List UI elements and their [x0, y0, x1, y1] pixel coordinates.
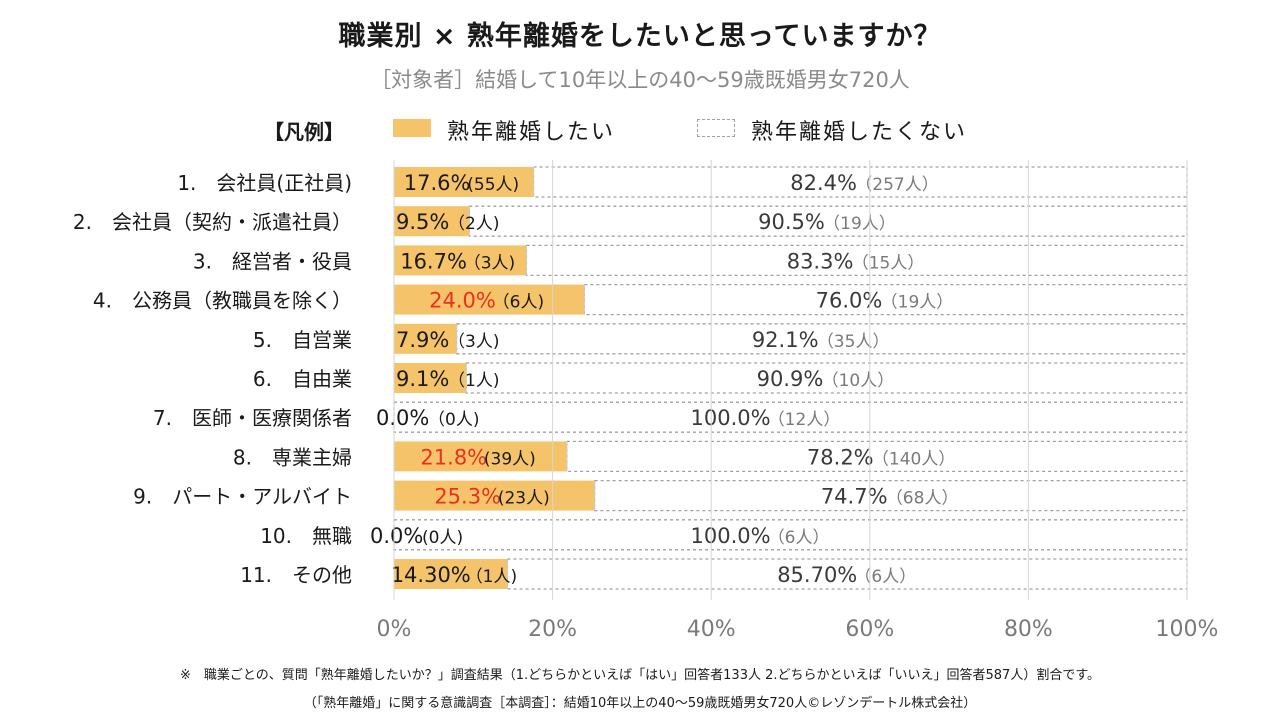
count-label-yes: （1人)	[448, 371, 499, 391]
data-label-yes: 14.30%	[391, 563, 471, 587]
legend-swatch-yes	[393, 119, 431, 137]
count-label-yes: （3人)	[464, 253, 515, 273]
legend-label-no: 熟年離婚したくない	[751, 120, 968, 145]
count-label-yes: （3人)	[448, 332, 499, 352]
x-tick-label: 0%	[377, 617, 412, 642]
count-label-no: （140人）	[872, 449, 955, 469]
category-label: 4. 公務員（教職員を除く）	[93, 289, 352, 313]
bar-no	[468, 205, 1188, 237]
bar-yes	[394, 441, 567, 472]
data-label-no: 90.5%	[758, 210, 825, 234]
category-label: 5. 自営業	[253, 328, 352, 352]
category-label: 10. 無職	[260, 524, 352, 548]
bar-no	[566, 440, 1188, 473]
bar-no	[593, 479, 1188, 512]
data-label-no: 74.7%	[821, 485, 888, 509]
data-label-no: 90.9%	[757, 367, 824, 391]
data-label-yes: 9.1%	[396, 367, 449, 391]
category-label: 6. 自由業	[253, 367, 352, 391]
category-label: 7. 医師・医療関係者	[153, 406, 352, 430]
count-label-yes: (23人)	[498, 489, 550, 509]
bar-yes	[394, 206, 470, 237]
count-label-yes: （2人)	[448, 214, 499, 234]
data-label-no: 78.2%	[807, 445, 874, 469]
chart-subtitle: ［対象者］結婚して10年以上の40〜59歳既婚男女720人	[370, 68, 910, 92]
count-label-no: （6人）	[768, 528, 830, 548]
legend-title: 【凡例】	[264, 120, 344, 144]
data-label-no: 83.3%	[787, 249, 854, 273]
category-label: 8. 専業主婦	[233, 445, 352, 469]
data-label-no: 100.0%	[691, 406, 771, 430]
count-label-no: （35人）	[817, 332, 890, 352]
count-label-yes: (55人)	[467, 175, 519, 195]
category-label: 1. 会社員(正社員)	[177, 171, 352, 195]
data-label-no: 82.4%	[790, 171, 857, 195]
data-label-yes: 17.6%	[404, 171, 471, 195]
count-label-yes: (39人)	[484, 449, 536, 469]
data-label-yes: 24.0%	[429, 289, 496, 313]
category-label: 3. 経営者・役員	[193, 249, 352, 273]
count-label-yes: （1人)	[466, 567, 517, 587]
data-label-yes: 9.5%	[396, 210, 449, 234]
category-label: 2. 会社員（契約・派遣社員）	[73, 210, 352, 234]
bar-no	[393, 401, 1188, 433]
count-label-no: （19人）	[823, 214, 896, 234]
data-label-yes: 21.8%	[420, 445, 487, 469]
bar-no	[393, 519, 1188, 551]
x-tick-label: 100%	[1156, 617, 1219, 642]
x-tick-label: 40%	[687, 617, 736, 642]
category-label: 9. パート・アルバイト	[133, 485, 352, 509]
count-label-yes: (0人)	[422, 528, 463, 548]
bar-yes	[394, 245, 527, 276]
footnote: ※ 職業ごとの、質問「熟年離婚したいか？」調査結果（1.どちらかといえば「はい」…	[179, 668, 1101, 683]
data-label-yes: 7.9%	[396, 328, 449, 352]
bar-yes	[394, 559, 508, 589]
bar-yes	[394, 480, 595, 511]
legend-label-yes: 熟年離婚したい	[447, 120, 616, 145]
source-note: （「熟年離婚」に関する意識調査［本調査］：結婚10年以上の40〜59歳既婚男女7…	[303, 696, 977, 711]
data-label-yes: 25.3%	[434, 485, 501, 509]
count-label-no: （257人）	[855, 175, 938, 195]
data-label-yes: 16.7%	[400, 249, 467, 273]
count-label-no: （19人）	[881, 293, 954, 313]
data-label-yes: 0.0%	[370, 524, 423, 548]
bar-yes	[394, 323, 457, 354]
count-label-no: （10人）	[822, 371, 895, 391]
data-label-no: 76.0%	[816, 289, 883, 313]
count-label-no: （15人）	[852, 253, 925, 273]
bar-yes	[394, 363, 467, 393]
data-label-no: 100.0%	[691, 524, 771, 548]
count-label-yes: （0人)	[428, 410, 479, 430]
count-label-no: （12人）	[768, 410, 841, 430]
x-tick-label: 20%	[528, 617, 577, 642]
bar-no	[465, 362, 1188, 394]
bar-no	[525, 244, 1188, 277]
count-label-no: （68人）	[886, 489, 959, 509]
bar-yes	[394, 167, 534, 197]
data-label-no: 85.70%	[777, 563, 857, 587]
x-tick-label: 80%	[1004, 617, 1053, 642]
legend-swatch-no	[697, 119, 735, 137]
x-tick-label: 60%	[845, 617, 894, 642]
chart-title: 職業別 × 熟年離婚をしたいと思っていますか？	[338, 21, 942, 52]
count-label-no: （6人）	[854, 567, 916, 587]
bar-no	[583, 283, 1188, 316]
data-label-no: 92.1%	[752, 328, 819, 352]
category-label: 11. その他	[240, 563, 352, 587]
count-label-yes: （6人)	[493, 293, 544, 313]
data-label-yes: 0.0%	[376, 406, 429, 430]
